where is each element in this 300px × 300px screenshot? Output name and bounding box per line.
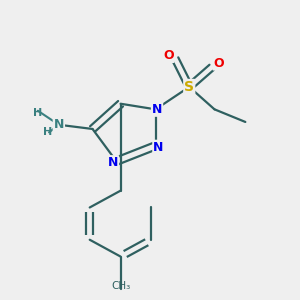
- Text: CH₃: CH₃: [111, 281, 130, 291]
- Text: N: N: [152, 103, 162, 116]
- Text: N: N: [54, 118, 64, 131]
- Text: N: N: [153, 141, 164, 154]
- Text: O: O: [213, 57, 224, 70]
- Text: H: H: [33, 108, 42, 118]
- Text: N: N: [108, 156, 118, 169]
- Text: O: O: [163, 49, 173, 62]
- Text: S: S: [184, 80, 194, 94]
- Text: H: H: [43, 127, 52, 137]
